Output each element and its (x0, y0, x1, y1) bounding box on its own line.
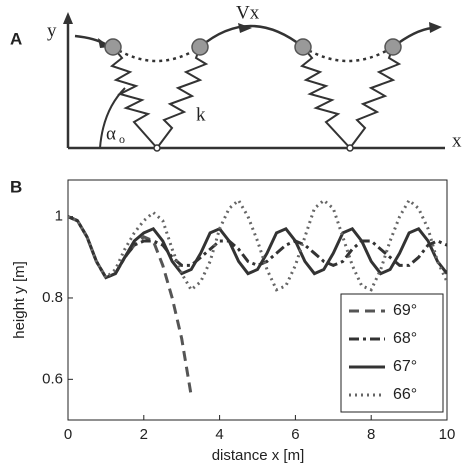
y-tick-label: 0.6 (42, 370, 63, 387)
legend-label: 66° (393, 386, 417, 403)
legend-label: 69° (393, 302, 417, 319)
foot (153, 144, 161, 152)
diagram (63, 12, 445, 152)
legend-label: 67° (393, 358, 417, 375)
flight-path (199, 24, 304, 48)
stance-path (112, 45, 201, 63)
mass (191, 38, 209, 56)
series-line (68, 215, 447, 280)
y-label: y (47, 20, 57, 41)
x-tick-label: 2 (140, 426, 148, 443)
y-tick-label: 1 (55, 208, 63, 225)
spring (299, 46, 351, 149)
mass (294, 38, 312, 56)
x-tick-label: 4 (215, 426, 223, 443)
x-axis-label: distance x [m] (212, 447, 305, 464)
angle-label: α (106, 123, 116, 144)
series-line (68, 215, 193, 396)
spring-label: k (196, 104, 206, 125)
plot-frame (67, 179, 448, 421)
angle-subscript: o (119, 132, 125, 146)
panel-label: B (10, 177, 22, 196)
spring (349, 46, 402, 149)
legend-box (340, 293, 444, 413)
x-tick-label: 10 (439, 426, 456, 443)
foot (346, 144, 354, 152)
x-tick-label: 8 (367, 426, 375, 443)
angle-arc (99, 87, 126, 149)
series-line (68, 197, 447, 293)
legend-label: 68° (393, 330, 417, 347)
panel-label: A (10, 29, 22, 48)
mass (384, 38, 402, 56)
x-tick-label: 6 (291, 426, 299, 443)
arrow-head (238, 23, 252, 33)
y-tick-label: 0.8 (42, 289, 63, 306)
y-axis-label: height y [m] (11, 261, 28, 339)
stance-path (302, 45, 394, 63)
spring (156, 46, 209, 149)
x-label: x (452, 130, 462, 151)
mass (104, 38, 122, 56)
velocity-label: Vx (236, 2, 260, 23)
spring (109, 46, 158, 149)
arrow-head (429, 22, 442, 33)
arrow-head (63, 12, 73, 24)
x-tick-label: 0 (64, 426, 72, 443)
